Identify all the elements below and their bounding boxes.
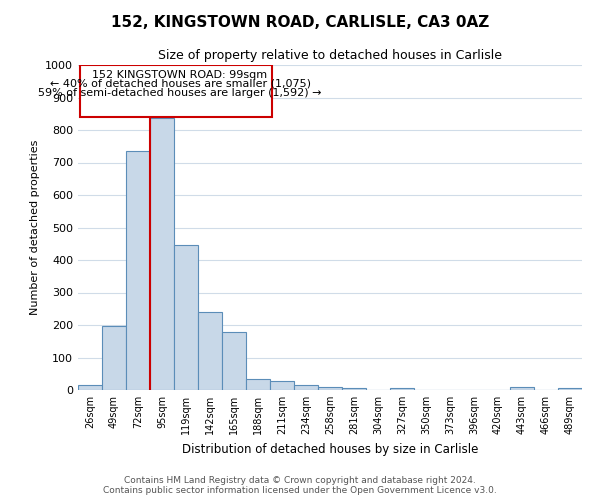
Bar: [102, 326, 126, 390]
Bar: [510, 387, 534, 390]
Bar: [390, 388, 414, 390]
Text: 152 KINGSTOWN ROAD: 99sqm: 152 KINGSTOWN ROAD: 99sqm: [92, 70, 268, 80]
Text: Contains HM Land Registry data © Crown copyright and database right 2024.
Contai: Contains HM Land Registry data © Crown c…: [103, 476, 497, 495]
Bar: [318, 387, 342, 390]
Bar: [246, 378, 270, 390]
Bar: [270, 381, 294, 390]
Text: ← 40% of detached houses are smaller (1,075): ← 40% of detached houses are smaller (1,…: [49, 78, 311, 88]
X-axis label: Distribution of detached houses by size in Carlisle: Distribution of detached houses by size …: [182, 442, 478, 456]
Bar: [222, 332, 246, 390]
Title: Size of property relative to detached houses in Carlisle: Size of property relative to detached ho…: [158, 50, 502, 62]
Bar: [150, 118, 174, 390]
Y-axis label: Number of detached properties: Number of detached properties: [29, 140, 40, 315]
Bar: [198, 312, 222, 390]
Bar: [342, 388, 366, 390]
Bar: [558, 388, 582, 390]
Bar: [126, 151, 150, 390]
Bar: [78, 385, 102, 390]
Bar: [174, 244, 198, 390]
FancyBboxPatch shape: [80, 65, 272, 117]
Text: 152, KINGSTOWN ROAD, CARLISLE, CA3 0AZ: 152, KINGSTOWN ROAD, CARLISLE, CA3 0AZ: [111, 15, 489, 30]
Text: 59% of semi-detached houses are larger (1,592) →: 59% of semi-detached houses are larger (…: [38, 88, 322, 99]
Bar: [294, 385, 318, 390]
